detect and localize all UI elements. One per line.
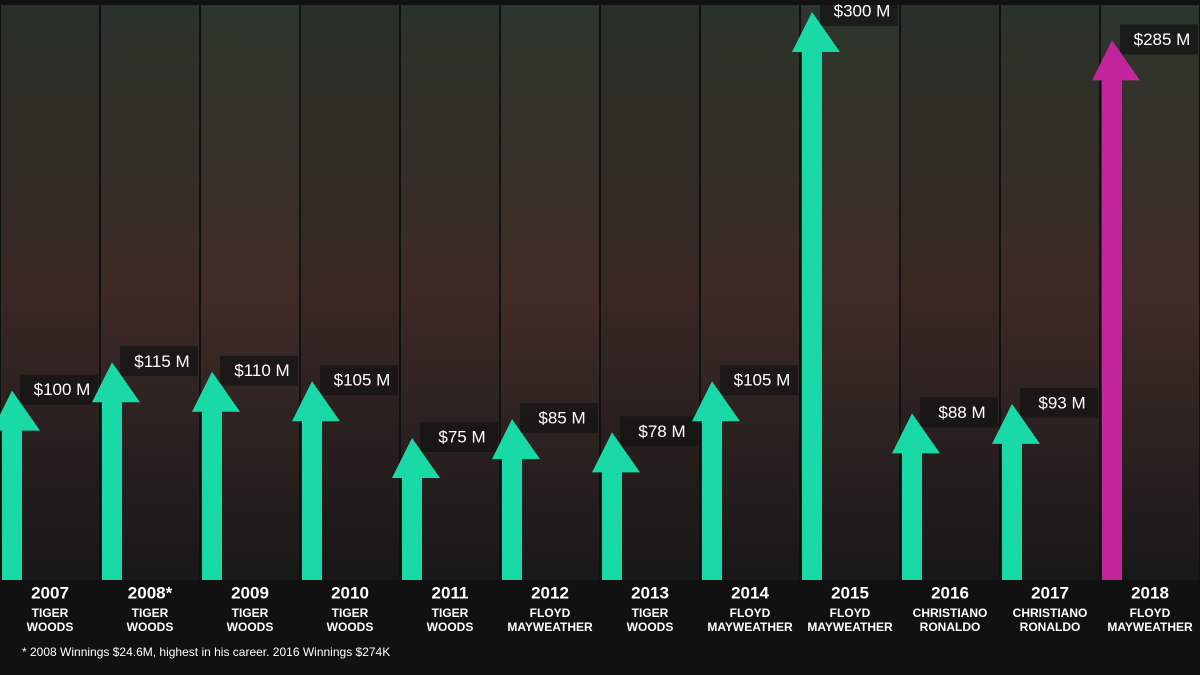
athlete-name: MAYWEATHER	[507, 620, 593, 634]
value-label: $93 M	[1038, 393, 1085, 412]
arrow	[1092, 40, 1140, 580]
athlete-name: MAYWEATHER	[707, 620, 793, 634]
value-box	[920, 397, 998, 428]
athlete-name: RONALDO	[920, 620, 981, 634]
arrow	[0, 390, 40, 580]
athlete-name: TIGER	[432, 606, 469, 620]
value-label: $88 M	[938, 403, 985, 422]
athlete-name: WOODS	[127, 620, 174, 634]
arrow	[692, 381, 740, 580]
value-box	[820, 0, 898, 26]
athlete-name: WOODS	[627, 620, 674, 634]
year-label: 2018	[1131, 583, 1169, 602]
athlete-name: WOODS	[227, 620, 274, 634]
value-label: $285 M	[1134, 30, 1191, 49]
value-box	[720, 365, 798, 396]
year-label: 2017	[1031, 583, 1069, 602]
value-label: $105 M	[334, 371, 391, 390]
value-box	[620, 416, 698, 447]
year-label: 2012	[531, 583, 569, 602]
value-label: $110 M	[234, 361, 289, 380]
value-label: $300 M	[834, 1, 891, 20]
value-box	[20, 374, 98, 405]
year-label: 2016	[931, 583, 969, 602]
athlete-name: TIGER	[632, 606, 669, 620]
athlete-name: FLOYD	[830, 606, 871, 620]
value-box	[120, 346, 198, 377]
year-label: 2009	[231, 583, 269, 602]
value-box	[220, 355, 298, 386]
year-label: 2007	[31, 583, 69, 602]
athlete-name: TIGER	[232, 606, 269, 620]
value-label: $100 M	[34, 380, 91, 399]
year-label: 2014	[731, 583, 769, 602]
year-label: 2013	[631, 583, 669, 602]
arrow	[992, 403, 1040, 580]
value-box	[320, 365, 398, 396]
athlete-name: WOODS	[427, 620, 474, 634]
arrow	[392, 438, 440, 580]
arrow	[792, 12, 840, 580]
value-box	[1120, 24, 1198, 55]
value-box	[520, 403, 598, 434]
arrow	[592, 432, 640, 580]
athlete-name: TIGER	[32, 606, 69, 620]
arrow	[892, 413, 940, 580]
athlete-name: WOODS	[327, 620, 374, 634]
arrow	[92, 362, 140, 580]
year-label: 2008*	[128, 583, 173, 602]
value-label: $105 M	[734, 371, 791, 390]
year-label: 2011	[432, 583, 469, 602]
arrow	[192, 371, 240, 580]
athlete-name: MAYWEATHER	[1107, 620, 1193, 634]
value-box	[420, 422, 498, 452]
athlete-name: FLOYD	[1130, 606, 1171, 620]
year-label: 2010	[331, 583, 369, 602]
arrow	[292, 381, 340, 580]
athlete-name: MAYWEATHER	[807, 620, 893, 634]
athlete-name: RONALDO	[1020, 620, 1081, 634]
athlete-name: TIGER	[132, 606, 169, 620]
value-label: $85 M	[538, 409, 585, 428]
athlete-name: FLOYD	[730, 606, 771, 620]
athlete-name: FLOYD	[530, 606, 571, 620]
value-box	[1020, 387, 1098, 418]
year-label: 2015	[831, 583, 869, 602]
arrow	[492, 419, 540, 580]
athlete-name: TIGER	[332, 606, 369, 620]
value-label: $115 M	[134, 352, 189, 371]
athlete-name: CHRISTIANO	[1013, 606, 1088, 620]
athlete-name: CHRISTIANO	[913, 606, 988, 620]
value-label: $75 M	[438, 427, 485, 446]
athlete-name: WOODS	[27, 620, 74, 634]
value-label: $78 M	[638, 422, 685, 441]
footnote: * 2008 Winnings $24.6M, highest in his c…	[22, 645, 390, 659]
